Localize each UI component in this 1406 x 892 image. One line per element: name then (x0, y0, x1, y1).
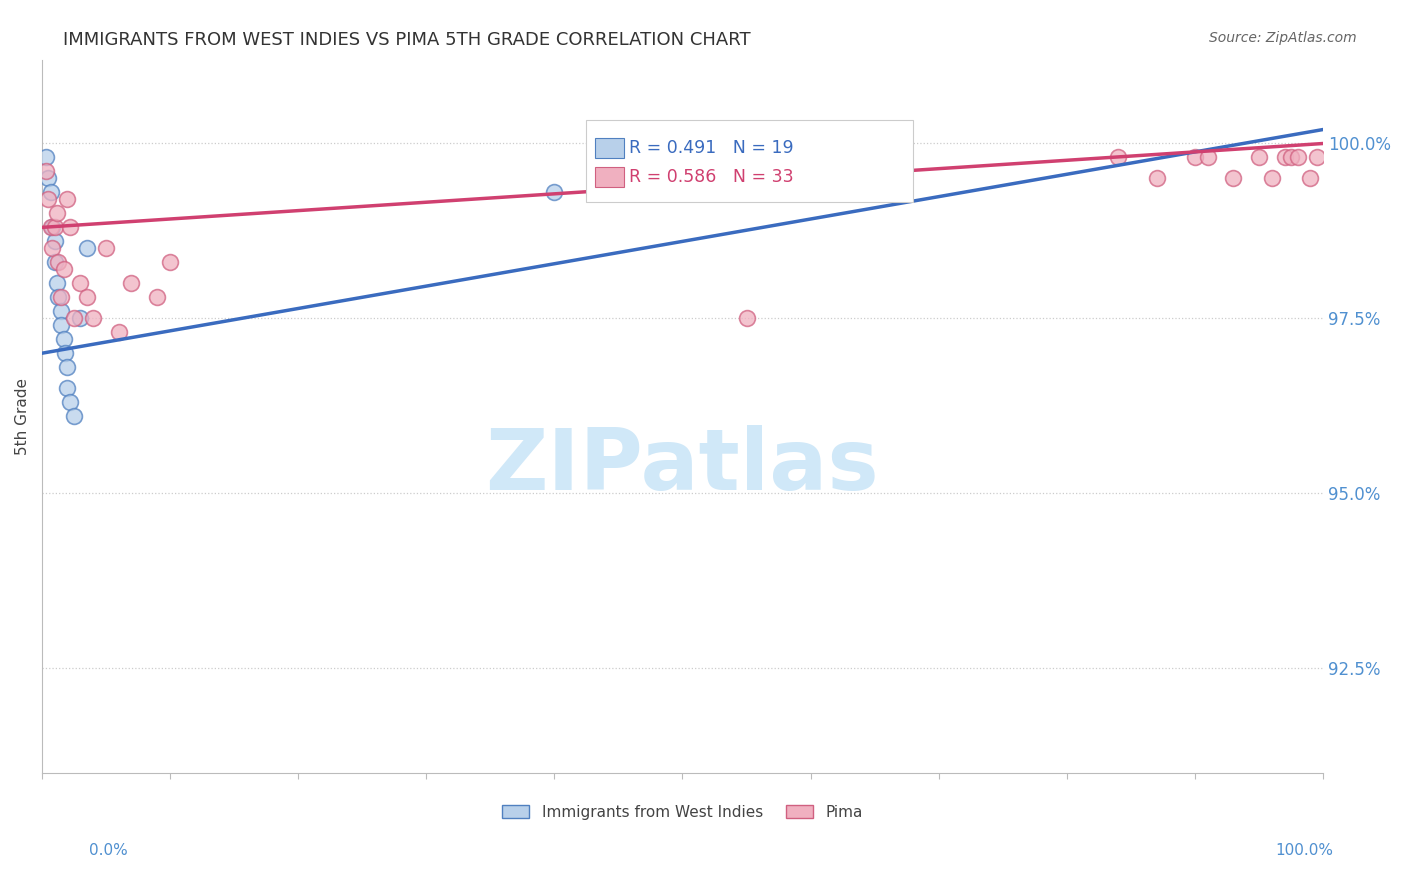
Point (41, 220, 63, 235)
Point (34, 164, 56, 178)
Y-axis label: 5th Grade: 5th Grade (15, 377, 30, 455)
Point (121, 277, 143, 291)
Point (94, 241, 117, 255)
Point (1107, 151, 1129, 165)
Point (52, 332, 75, 346)
Point (37, 171, 59, 186)
Point (1261, 171, 1284, 186)
Point (76, 241, 98, 255)
Point (146, 290, 169, 304)
Text: 100.0%: 100.0% (1275, 843, 1333, 857)
Point (1306, 151, 1329, 165)
Point (34, 151, 56, 165)
Text: ZIPatlas: ZIPatlas (485, 425, 879, 508)
Text: R = 0.491   N = 19: R = 0.491 N = 19 (628, 139, 793, 157)
Point (1279, 151, 1302, 165)
Point (53, 346, 76, 360)
Point (82, 311, 104, 326)
Point (46, 277, 69, 291)
Point (49, 290, 72, 304)
Point (1286, 151, 1309, 165)
Point (46, 206, 69, 220)
Point (1299, 171, 1322, 186)
Point (49, 304, 72, 318)
Point (56, 360, 79, 375)
Point (735, 311, 758, 326)
Point (107, 326, 129, 340)
FancyBboxPatch shape (586, 120, 912, 202)
Point (63, 311, 86, 326)
Point (1274, 151, 1296, 165)
Point (49, 318, 72, 333)
Point (48, 290, 70, 304)
Point (44, 235, 66, 249)
Point (159, 255, 181, 269)
Text: Source: ZipAtlas.com: Source: ZipAtlas.com (1209, 31, 1357, 45)
Bar (595, 138, 623, 158)
Point (1247, 151, 1270, 165)
Legend: Immigrants from West Indies, Pima: Immigrants from West Indies, Pima (496, 798, 869, 826)
Text: IMMIGRANTS FROM WEST INDIES VS PIMA 5TH GRADE CORRELATION CHART: IMMIGRANTS FROM WEST INDIES VS PIMA 5TH … (63, 31, 751, 49)
Point (59, 220, 82, 235)
Point (59, 395, 82, 409)
Point (76, 290, 98, 304)
Point (44, 220, 66, 235)
Point (37, 193, 59, 207)
Point (69, 311, 91, 326)
Point (1184, 151, 1206, 165)
Point (63, 409, 86, 424)
Point (1197, 151, 1219, 165)
Point (1146, 171, 1168, 186)
Text: R = 0.586   N = 33: R = 0.586 N = 33 (628, 168, 793, 186)
Point (56, 381, 79, 395)
Point (48, 255, 70, 269)
Point (1222, 171, 1244, 186)
Bar (595, 167, 623, 186)
Text: 0.0%: 0.0% (89, 843, 128, 857)
Point (543, 186, 565, 200)
Point (44, 255, 66, 269)
Point (56, 193, 79, 207)
Point (41, 241, 63, 255)
Point (39, 220, 62, 235)
Point (52, 262, 75, 277)
Point (69, 277, 91, 291)
Point (39, 186, 62, 200)
